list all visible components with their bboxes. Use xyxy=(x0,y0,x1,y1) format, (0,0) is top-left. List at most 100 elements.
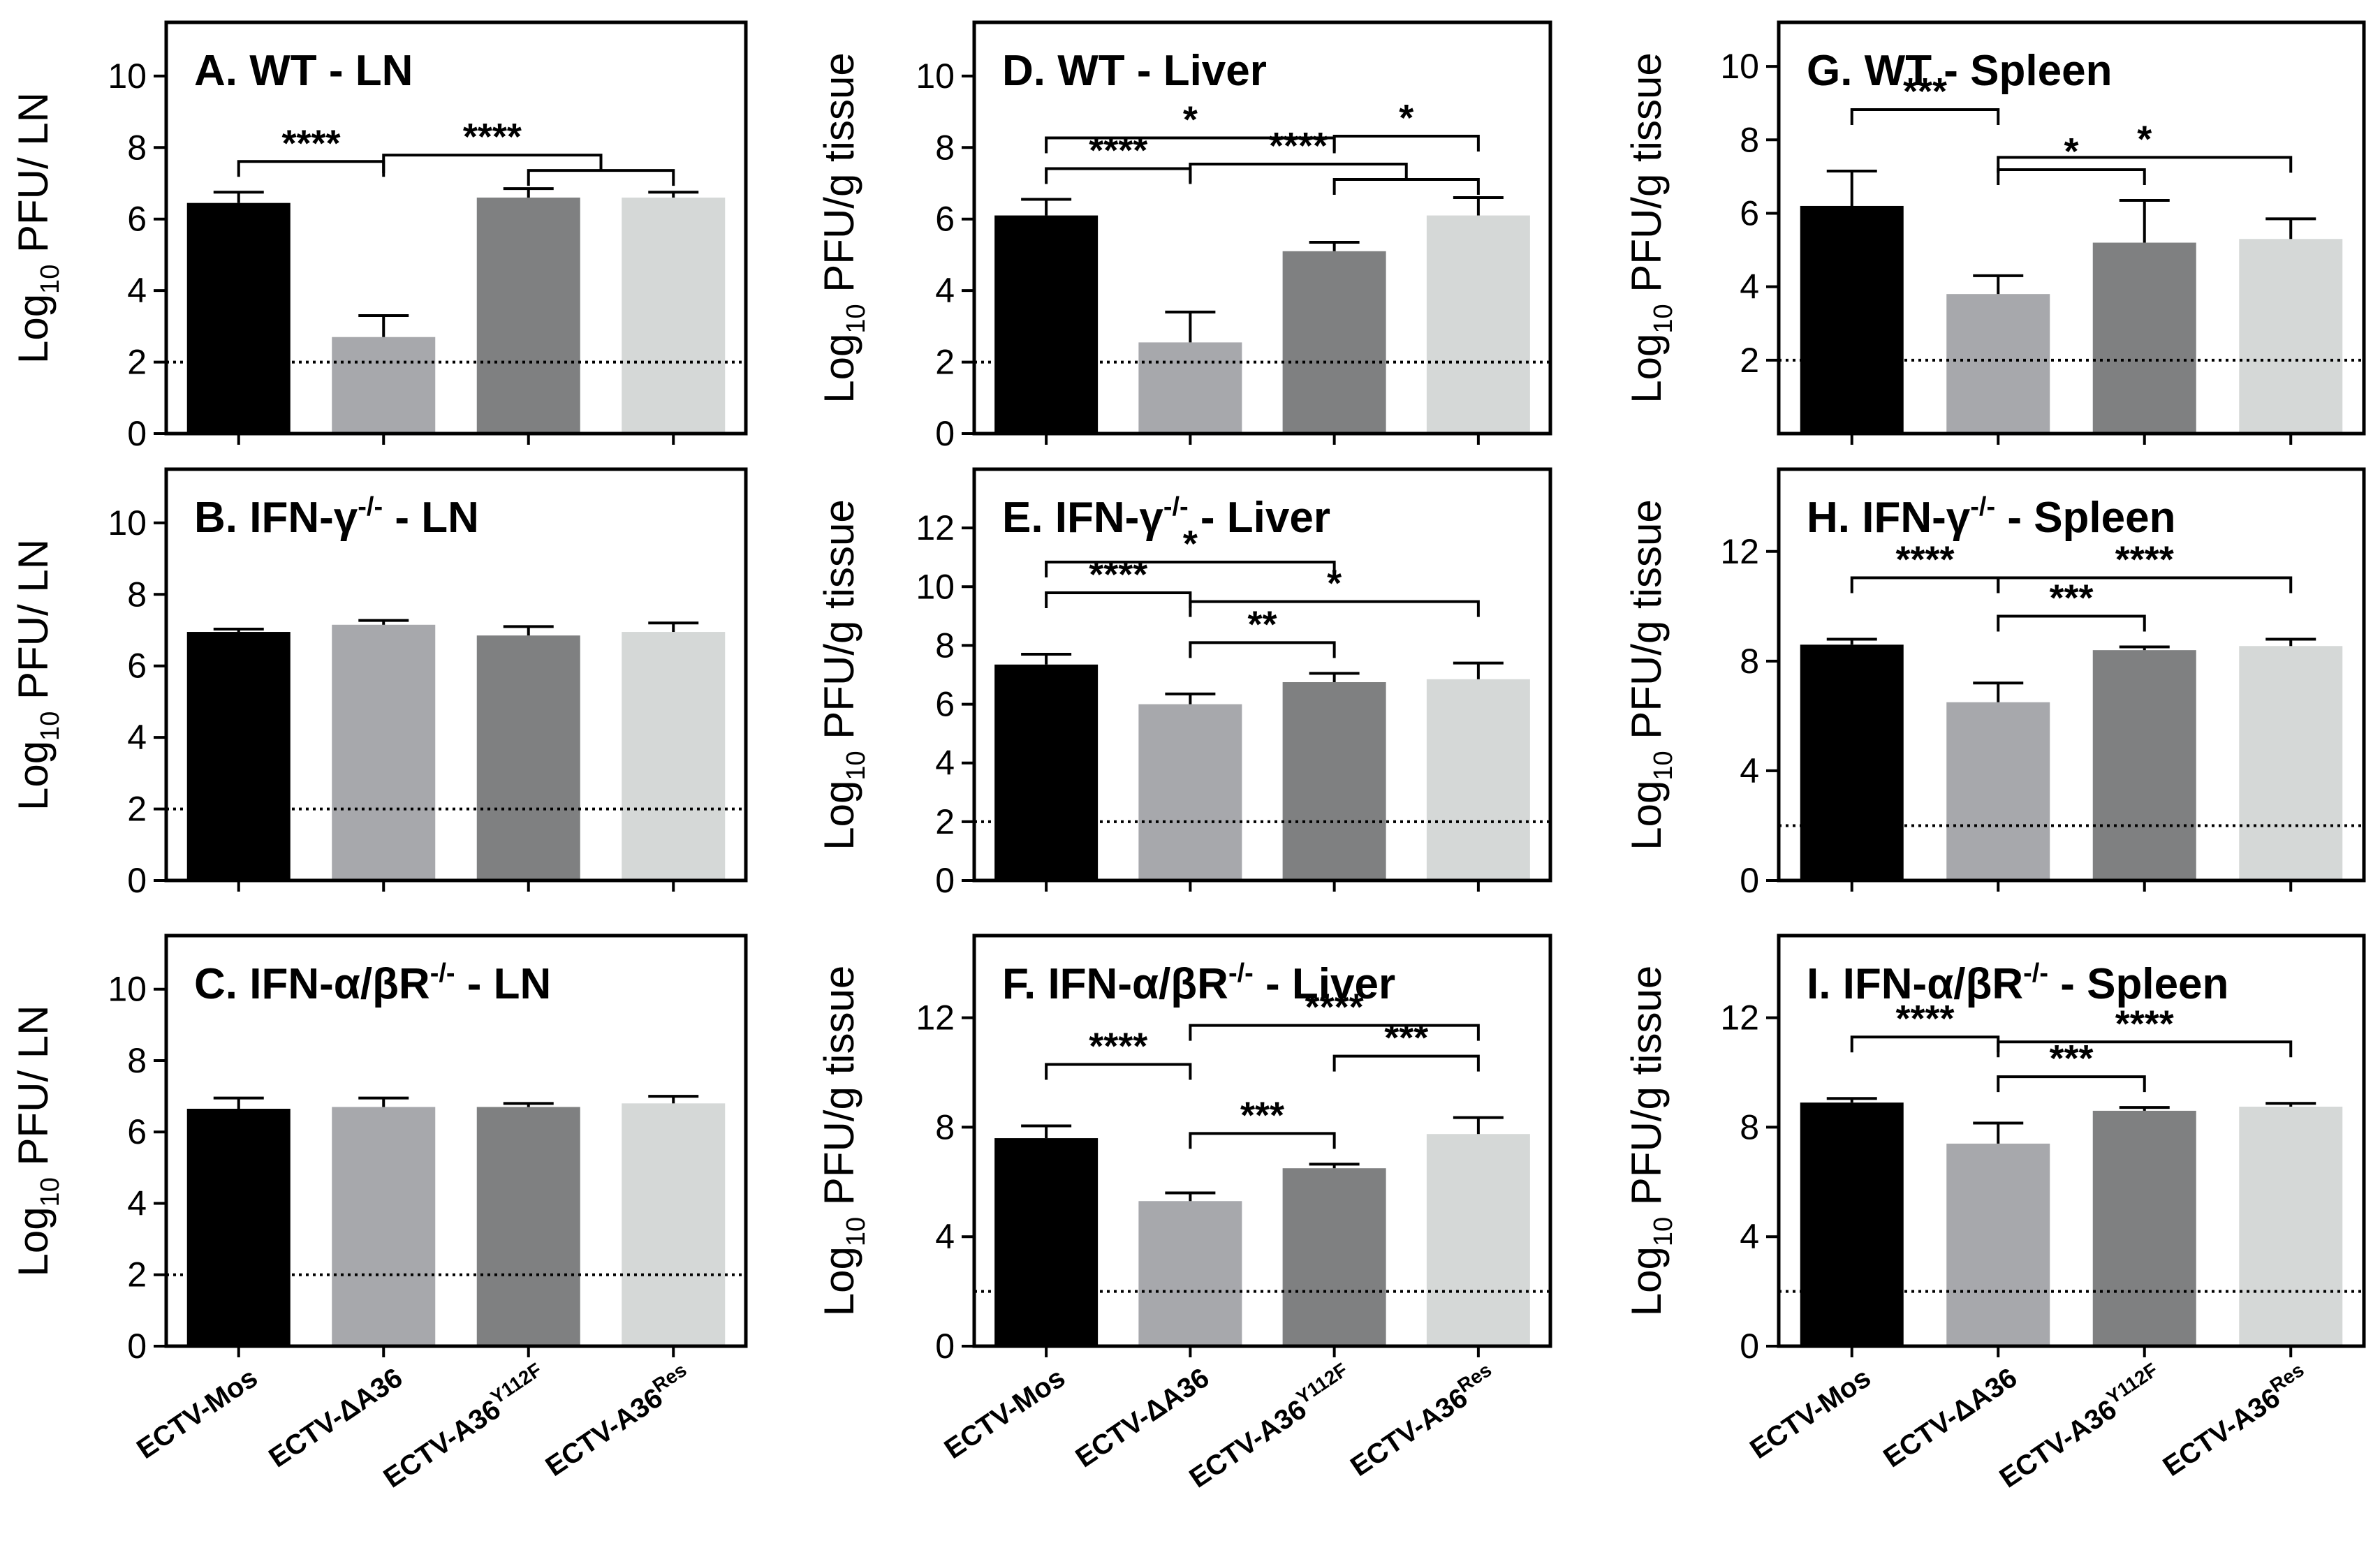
panel-F: 0 4 8 12 Log10 PFU/g tissue F. IFN-α/βR-/- - … xyxy=(816,934,1552,1494)
x-category-label-I-4: ECTV-A36Res xyxy=(2155,1359,2315,1482)
y-axis-label-suffix: PFU/ LN xyxy=(10,92,57,265)
y-axis-label-subscript: 10 xyxy=(1649,304,1678,333)
y-axis-label-D: Log10 PFU/g tissue xyxy=(816,52,871,404)
bar-I-4 xyxy=(2239,1107,2343,1346)
significance-bracket-F-4: *** xyxy=(1189,1094,1336,1149)
y-tick-label-D: 6 xyxy=(935,200,955,239)
bracket-line xyxy=(1189,162,1408,182)
panel-title-B: B. IFN-γ-/- - LN xyxy=(194,492,479,542)
y-tick-label-H: 12 xyxy=(1720,532,1759,571)
y-tick-label-I: 12 xyxy=(1720,998,1759,1038)
x-category-main: ECTV-A36 xyxy=(1184,1394,1312,1493)
y-axis-label-suffix: PFU/g tissue xyxy=(1623,52,1670,304)
bar-G-1 xyxy=(1800,205,1904,434)
bar-F-2 xyxy=(1138,1201,1242,1346)
significance-label: *** xyxy=(1903,71,1947,112)
y-axis-label-A: Log10 PFU/ LN xyxy=(10,92,65,364)
significance-label: **** xyxy=(1895,538,1954,580)
bracket-line xyxy=(1997,1075,2146,1093)
panel-title-tail: - Liver xyxy=(1254,960,1395,1008)
y-tick-label-D: 8 xyxy=(935,128,955,167)
significance-bracket-I-2: **** xyxy=(1997,1003,2293,1058)
y-tick-label-F: 8 xyxy=(935,1107,955,1146)
significance-label: **** xyxy=(1089,554,1147,596)
y-tick-label-A: 8 xyxy=(127,128,147,167)
significance-label: * xyxy=(1327,563,1342,605)
y-tick-label-C: 4 xyxy=(127,1183,147,1223)
y-tick-label-A: 6 xyxy=(127,200,147,239)
significance-bracket-A-1: **** xyxy=(237,122,385,177)
significance-bracket-E-4: ** xyxy=(1189,603,1336,658)
y-axis-label-C: Log10 PFU/ LN xyxy=(10,1005,65,1276)
panel-title-tail: - Liver xyxy=(1189,494,1330,542)
panel-title-tail: - LN xyxy=(383,494,479,542)
significance-label: * xyxy=(2064,131,2078,172)
y-tick-label-B: 8 xyxy=(127,575,147,614)
panel-title-main: E. IFN-γ xyxy=(1002,494,1163,542)
y-tick-label-G: 6 xyxy=(1740,193,1759,233)
plot-frame-H xyxy=(1777,467,2366,883)
bracket-line xyxy=(1997,1040,2293,1058)
y-tick-label-A: 4 xyxy=(127,271,147,310)
plot-frame-I xyxy=(1777,934,2366,1348)
y-tick-label-E: 12 xyxy=(916,508,955,547)
significance-label: * xyxy=(1183,523,1198,565)
y-axis-label-suffix: PFU/g tissue xyxy=(1623,966,1670,1217)
panel-title-superscript: -/- xyxy=(358,492,383,522)
y-tick-label-G: 10 xyxy=(1720,47,1759,86)
y-tick-label-E: 2 xyxy=(935,802,955,841)
bracket-line xyxy=(1997,576,2293,593)
bar-D-4 xyxy=(1426,215,1530,434)
bar-I-2 xyxy=(1946,1143,2050,1346)
bracket-line xyxy=(1045,1063,1192,1080)
bar-C-1 xyxy=(186,1108,291,1346)
plot-frame-G xyxy=(1777,20,2366,436)
bracket-sub-line xyxy=(1332,177,1480,195)
panel-I: 0 4 8 12 Log10 PFU/g tissue I. IFN-α/βR-/- - … xyxy=(1623,934,2366,1494)
x-category-label-C-2: ECTV-ΔA36 xyxy=(263,1362,408,1473)
bar-H-4 xyxy=(2239,646,2343,880)
y-axis-label-prefix: Log xyxy=(1623,334,1670,404)
x-category-label-C-1: ECTV-Mos xyxy=(131,1362,263,1465)
panel-title-main: D. WT - Liver xyxy=(1002,47,1267,95)
significance-bracket-I-3: *** xyxy=(1997,1038,2146,1093)
bar-G-4 xyxy=(2239,239,2343,434)
y-axis-label-suffix: PFU/g tissue xyxy=(816,966,862,1217)
bar-F-1 xyxy=(994,1138,1099,1346)
y-axis-label-E: Log10 PFU/g tissue xyxy=(816,499,871,850)
x-category-main: ECTV-A36 xyxy=(2158,1382,2286,1482)
significance-bracket-G-2: * xyxy=(1997,118,2293,173)
y-tick-label-I: 8 xyxy=(1740,1107,1759,1146)
y-tick-label-G: 8 xyxy=(1740,120,1759,159)
y-axis-label-prefix: Log xyxy=(10,1207,57,1276)
panel-title-main: A. WT - LN xyxy=(194,47,413,95)
bracket-line xyxy=(1045,561,1336,578)
x-category-main: ECTV-A36 xyxy=(541,1382,668,1482)
y-axis-label-prefix: Log xyxy=(816,334,862,404)
y-axis-label-prefix: Log xyxy=(1623,1246,1670,1316)
significance-label: * xyxy=(1399,97,1413,139)
panel-title-superscript: -/- xyxy=(430,959,455,988)
y-axis-label-prefix: Log xyxy=(816,781,862,850)
y-axis-label-suffix: PFU/g tissue xyxy=(816,499,862,751)
significance-label: **** xyxy=(1089,130,1147,172)
bar-F-3 xyxy=(1282,1168,1386,1346)
y-axis-label-suffix: PFU/g tissue xyxy=(1623,499,1670,751)
y-axis-label-prefix: Log xyxy=(10,741,57,811)
y-axis-label-subscript: 10 xyxy=(1649,751,1678,780)
y-tick-label-F: 0 xyxy=(935,1327,955,1366)
y-tick-label-C: 2 xyxy=(127,1255,147,1294)
significance-label: * xyxy=(1183,99,1198,141)
x-category-label-F-2: ECTV-ΔA36 xyxy=(1070,1362,1214,1473)
significance-label: **** xyxy=(463,116,522,158)
y-tick-label-E: 8 xyxy=(935,626,955,665)
significance-bracket-E-2: **** xyxy=(1045,554,1192,609)
panel-title-main: I. IFN-α/βR xyxy=(1807,960,2023,1008)
panel-title-tail: - Spleen xyxy=(1995,494,2175,542)
y-axis-label-suffix: PFU/g tissue xyxy=(816,52,862,304)
bracket-line xyxy=(1189,600,1480,617)
bar-I-3 xyxy=(2092,1110,2196,1346)
